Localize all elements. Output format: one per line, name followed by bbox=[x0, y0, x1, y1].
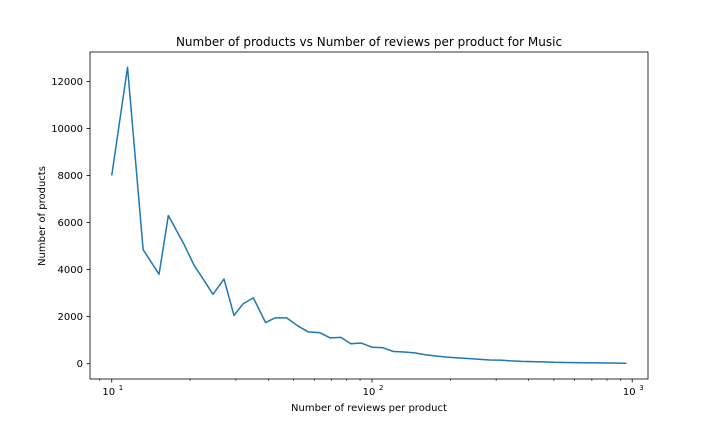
y-axis-ticks: 0 2000 4000 6000 8000 10000 12000 bbox=[51, 77, 90, 370]
chart-title: Number of products vs Number of reviews … bbox=[176, 35, 562, 49]
x-axis-ticks: 10 1 10 2 10 3 bbox=[99, 379, 644, 398]
x-tick-label: 10 bbox=[363, 387, 376, 398]
x-tick-exponent: 3 bbox=[639, 384, 643, 392]
series-line-0 bbox=[110, 66, 627, 364]
y-tick-label: 0 bbox=[77, 359, 83, 370]
y-tick-label: 10000 bbox=[51, 124, 83, 135]
x-tick-label: 10 bbox=[102, 387, 115, 398]
x-tick-label: 10 bbox=[623, 387, 636, 398]
y-tick-label: 12000 bbox=[51, 77, 83, 88]
y-tick-label: 4000 bbox=[58, 265, 83, 276]
plot-area bbox=[89, 51, 649, 380]
x-axis-title: Number of reviews per product bbox=[291, 403, 447, 414]
y-tick-label: 2000 bbox=[58, 312, 83, 323]
y-axis-title: Number of products bbox=[37, 166, 48, 266]
y-tick-label: 8000 bbox=[58, 171, 83, 182]
x-tick-exponent: 2 bbox=[379, 384, 383, 392]
x-tick-exponent: 1 bbox=[119, 384, 123, 392]
series-lines bbox=[110, 66, 627, 364]
y-tick-label: 6000 bbox=[58, 218, 83, 229]
plot-frame bbox=[89, 51, 649, 380]
